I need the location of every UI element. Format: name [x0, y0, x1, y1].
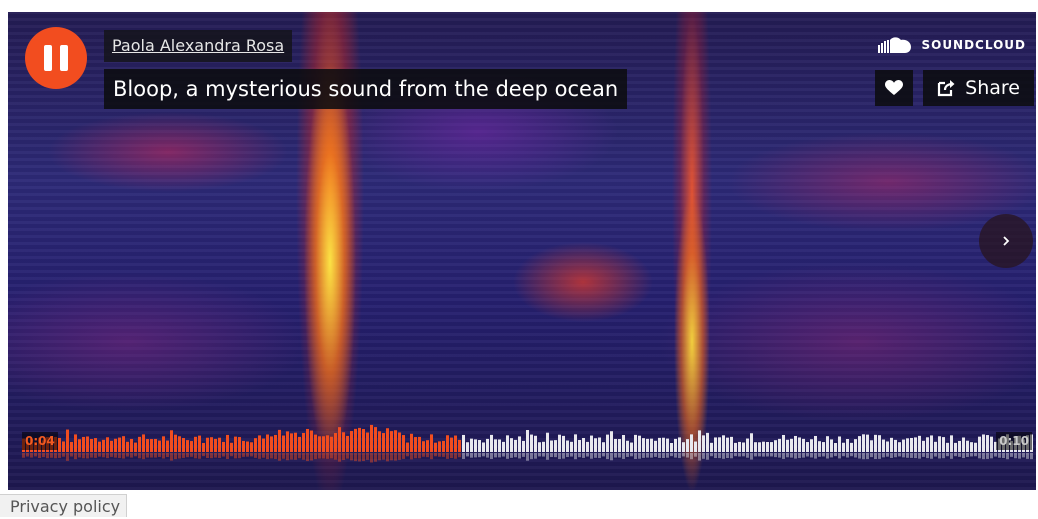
waveform-scrubber[interactable]: [22, 422, 1034, 464]
soundcloud-brand[interactable]: SOUNDCLOUD: [878, 35, 1026, 55]
chevron-right-icon: [1003, 236, 1010, 246]
share-icon: [938, 80, 955, 97]
soundcloud-logo-icon: [878, 37, 912, 53]
pause-button[interactable]: [25, 27, 87, 89]
privacy-policy-link[interactable]: Privacy policy: [0, 494, 128, 517]
soundcloud-player: Paola Alexandra Rosa Bloop, a mysterious…: [8, 12, 1036, 490]
share-button[interactable]: Share: [923, 70, 1034, 106]
like-button[interactable]: [875, 70, 913, 106]
current-time: 0:04: [22, 432, 58, 450]
pause-icon: [40, 45, 72, 71]
brand-label: SOUNDCLOUD: [921, 38, 1026, 52]
total-time: 0:10: [996, 432, 1032, 450]
artist-link[interactable]: Paola Alexandra Rosa: [104, 30, 293, 62]
next-track-button[interactable]: [979, 214, 1033, 268]
track-title: Bloop, a mysterious sound from the deep …: [104, 69, 628, 109]
waveform-bars: [22, 424, 1033, 463]
heart-icon: [885, 80, 903, 95]
share-label: Share: [965, 77, 1020, 99]
